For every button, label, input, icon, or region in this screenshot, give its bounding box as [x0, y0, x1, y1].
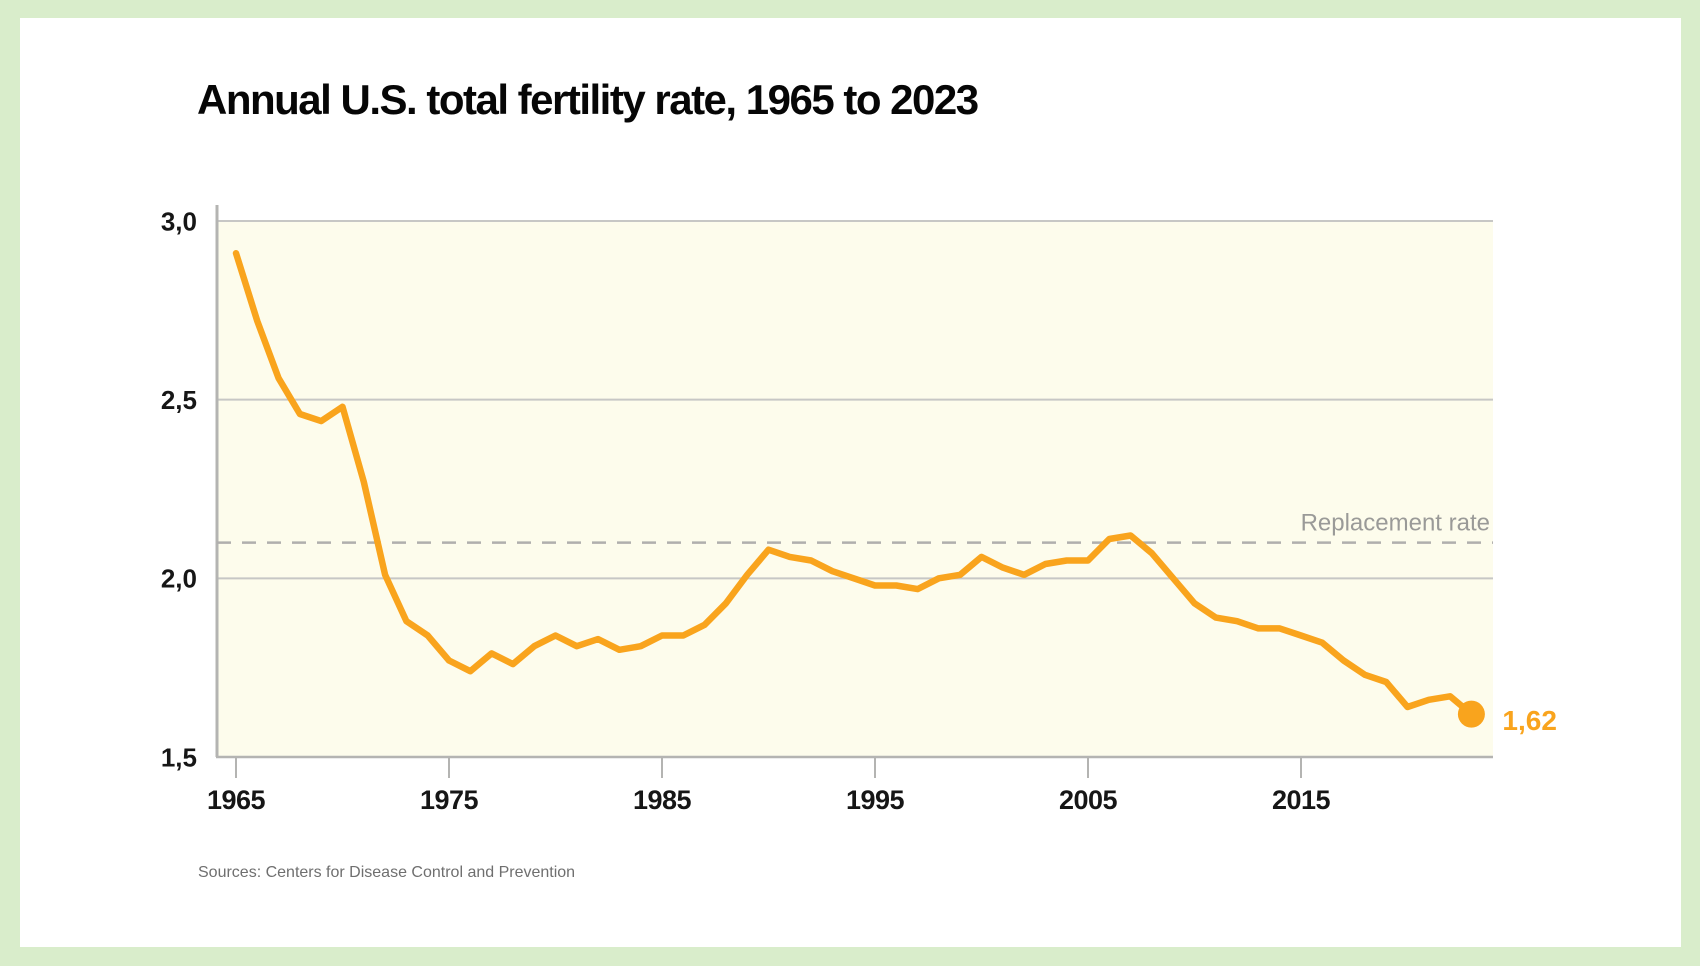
latest-point-marker	[1457, 700, 1485, 728]
x-axis-label-2015: 2015	[1272, 785, 1331, 815]
y-axis-label-1,5: 1,5	[161, 742, 197, 772]
fertility-line	[232, 249, 1475, 718]
x-axis-label-1995: 1995	[846, 785, 905, 815]
x-axis-label-2005: 2005	[1059, 785, 1118, 815]
x-axis-label-1985: 1985	[633, 785, 692, 815]
chart-title: Annual U.S. total fertility rate, 1965 t…	[197, 76, 979, 123]
x-axis-label-1965: 1965	[207, 785, 266, 815]
x-axis-label-1975: 1975	[420, 785, 479, 815]
source-note: Sources: Centers for Disease Control and…	[198, 864, 576, 881]
replacement-rate-label: Replacement rate	[1301, 510, 1490, 537]
y-axis-label-3,0: 3,0	[161, 206, 197, 236]
y-axis-label-2,0: 2,0	[161, 564, 197, 594]
y-axis-label-2,5: 2,5	[161, 385, 197, 415]
plot-background	[217, 221, 1493, 757]
latest-value-label: 1,62	[1502, 705, 1557, 736]
